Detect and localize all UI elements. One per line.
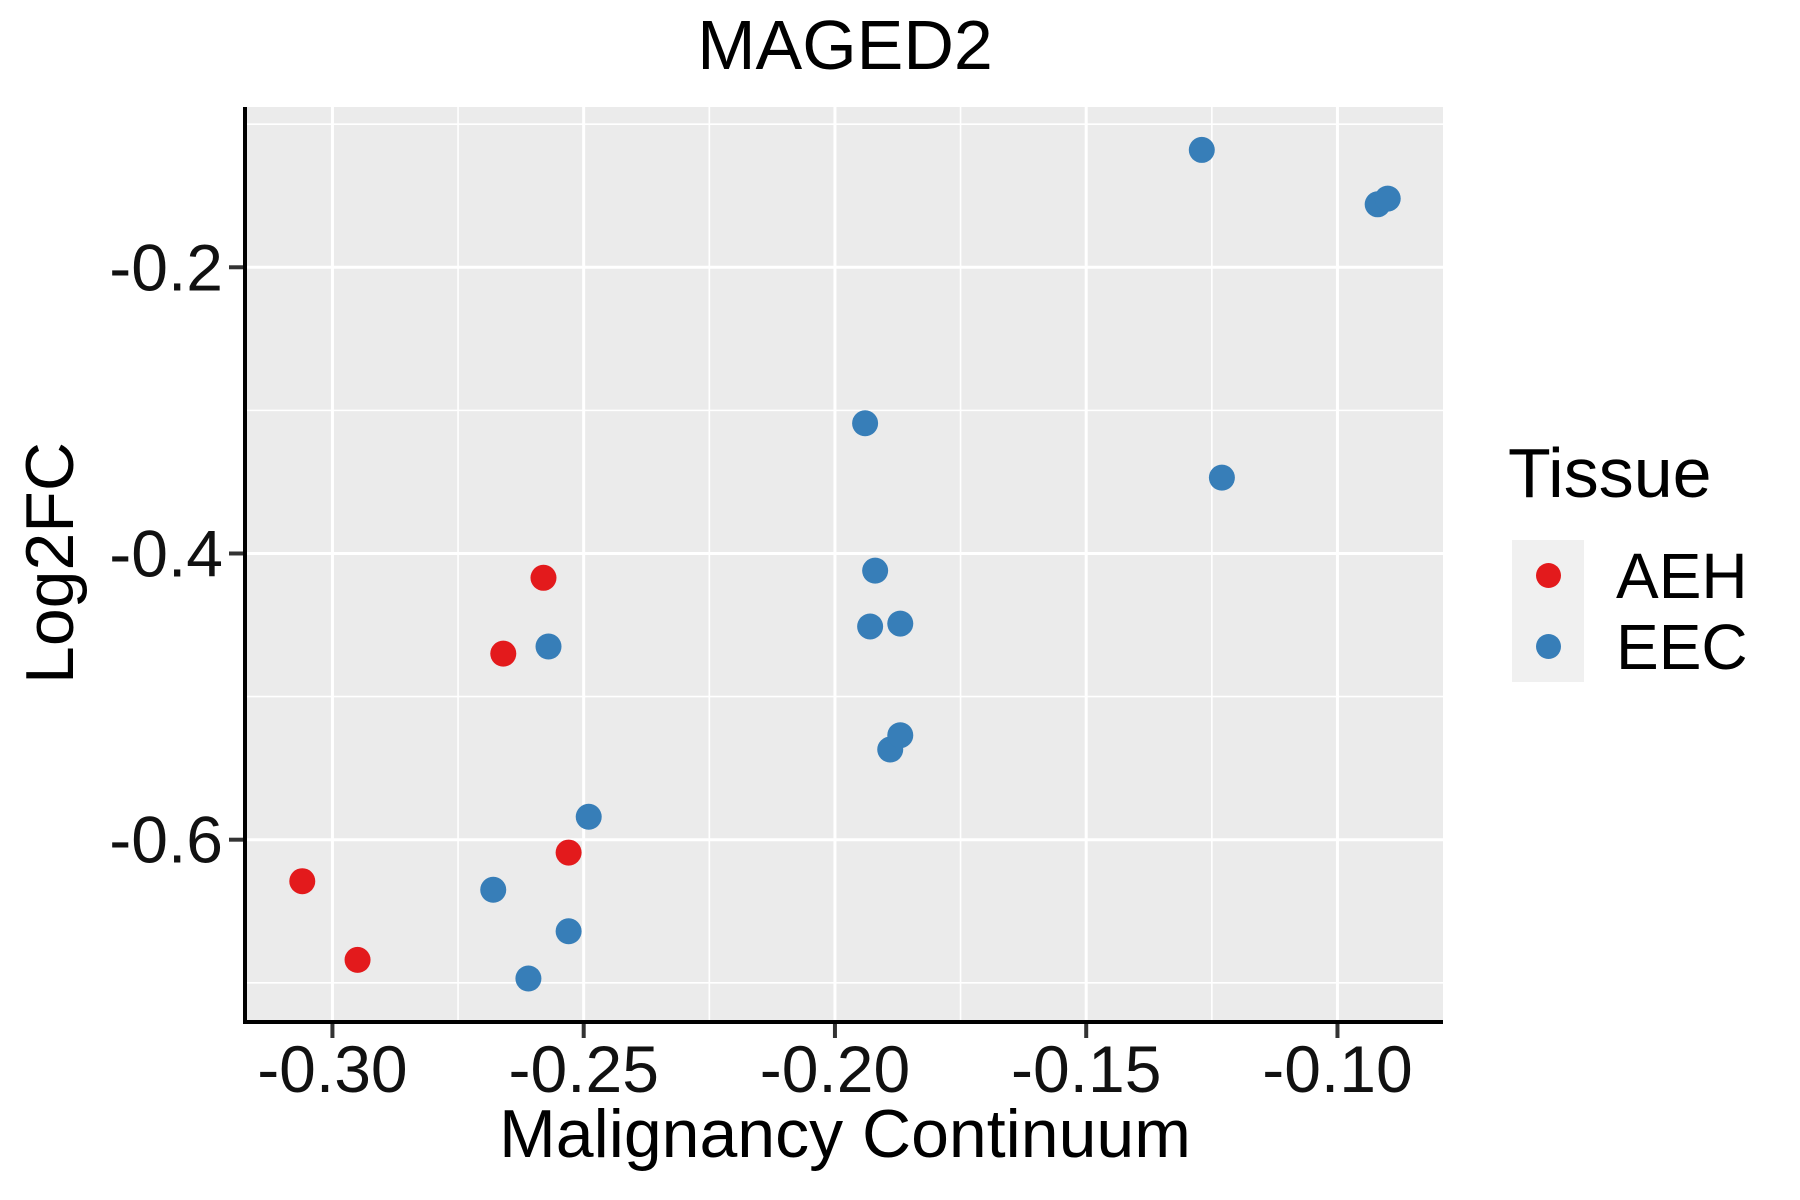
y-tick-label: -0.6	[109, 803, 223, 877]
y-tick-label: -0.2	[109, 230, 223, 304]
legend-key-box	[1512, 540, 1584, 611]
y-tick-label: -0.4	[109, 516, 223, 590]
x-tick-label: -0.25	[508, 1032, 658, 1106]
legend-item-eec: EEC	[1506, 611, 1748, 682]
eec-point-icon	[1535, 634, 1561, 659]
scatter-point-aeh	[289, 868, 316, 895]
scatter-point-eec	[575, 803, 602, 830]
aeh-point-icon	[1535, 563, 1561, 588]
scatter-point-eec	[1374, 185, 1401, 212]
legend-key-box	[1512, 611, 1584, 682]
scatter-point-aeh	[490, 640, 517, 667]
scatter-point-aeh	[555, 839, 582, 866]
legend: Tissue AEH EEC	[1506, 438, 1748, 682]
x-tick-label: -0.30	[257, 1032, 407, 1106]
legend-label-aeh: AEH	[1616, 539, 1748, 612]
legend-label-eec: EEC	[1616, 610, 1748, 683]
chart-title: MAGED2	[697, 6, 993, 84]
scatter-point-eec	[852, 410, 879, 437]
scatter-point-aeh	[530, 564, 557, 591]
scatter-point-eec	[480, 876, 507, 903]
x-tick-label: -0.15	[1011, 1032, 1161, 1106]
scatter-point-eec	[555, 918, 582, 945]
scatter-point-eec	[862, 557, 889, 584]
scatter-point-eec	[535, 633, 562, 660]
scatter-point-eec	[887, 610, 914, 637]
scatter-point-eec	[1208, 464, 1235, 491]
legend-item-aeh: AEH	[1506, 540, 1748, 611]
scatter-point-aeh	[344, 946, 371, 973]
scatter-point-eec	[887, 722, 914, 749]
scatter-point-eec	[515, 965, 542, 992]
scatter-point-eec	[1188, 136, 1215, 163]
scatter-point-eec	[857, 613, 884, 640]
x-tick-label: -0.10	[1262, 1032, 1412, 1106]
x-axis-title: Malignancy Continuum	[499, 1096, 1191, 1172]
panel-background	[247, 107, 1443, 1020]
legend-title: Tissue	[1508, 434, 1712, 512]
x-tick-label: -0.20	[760, 1032, 910, 1106]
